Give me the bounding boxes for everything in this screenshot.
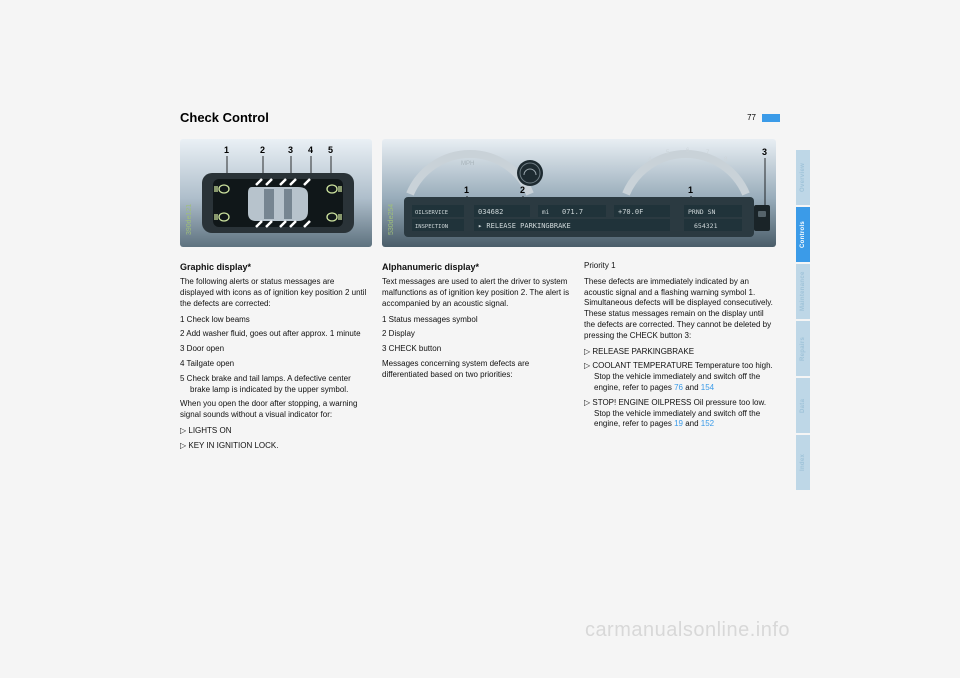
lcd-gear-nums: 654321 <box>694 222 718 230</box>
svg-text:4: 4 <box>308 145 313 155</box>
bullet-item: ▷ LIGHTS ON <box>180 426 370 437</box>
tab-overview[interactable]: Overview <box>796 150 810 205</box>
text-columns: Graphic display* The following alerts or… <box>180 261 780 456</box>
lcd-temp: +70.0F <box>618 208 643 216</box>
list-item: 5 Check brake and tail lamps. A defectiv… <box>180 374 370 396</box>
svg-text:1: 1 <box>224 145 229 155</box>
alphanumeric-display-figure: 530de254 MPH 456 78 1 <box>382 139 776 247</box>
tab-data[interactable]: Data <box>796 378 810 433</box>
list-item: 2 Display <box>382 329 572 340</box>
page-title: Check Control <box>180 110 269 125</box>
images-row: 390de121 1 2 3 4 5 <box>180 139 780 247</box>
title-row: Check Control 77 <box>180 110 780 125</box>
lcd-trip: 071.7 <box>562 208 583 216</box>
subhead-alpha: Alphanumeric display* <box>382 261 572 273</box>
svg-text:5: 5 <box>328 145 333 155</box>
para: When you open the door after stopping, a… <box>180 399 370 421</box>
priority-label: Priority 1 <box>584 261 774 272</box>
subhead-graphic: Graphic display* <box>180 261 370 273</box>
page-number: 77 <box>747 113 756 122</box>
list-item: 3 CHECK button <box>382 344 572 355</box>
side-tabs: Overview Controls Maintenance Repairs Da… <box>796 150 810 490</box>
svg-text:2: 2 <box>260 145 265 155</box>
column-priority: Priority 1 These defects are immediately… <box>584 261 774 456</box>
column-alphanumeric: Alphanumeric display* Text messages are … <box>382 261 572 456</box>
para: Text messages are used to alert the driv… <box>382 277 572 309</box>
tab-index[interactable]: Index <box>796 435 810 490</box>
tab-maintenance[interactable]: Maintenance <box>796 264 810 319</box>
mph-label: MPH <box>461 161 474 167</box>
page-marker <box>762 114 780 122</box>
list-item: 2 Add washer fluid, goes out after appro… <box>180 329 370 340</box>
list-item: 1 Check low beams <box>180 315 370 326</box>
tab-repairs[interactable]: Repairs <box>796 321 810 376</box>
page-content: Check Control 77 390de121 <box>180 110 780 456</box>
para: Messages concerning system defects are d… <box>382 359 572 381</box>
bullet-text: and <box>683 419 701 428</box>
lcd-gear: PRND SN <box>688 208 715 216</box>
lcd-inspection: INSPECTION <box>415 224 448 230</box>
watermark: carmanualsonline.info <box>585 619 790 642</box>
para: These defects are immediately indicated … <box>584 277 774 342</box>
lcd-odometer: 034682 <box>478 208 503 216</box>
svg-text:2: 2 <box>520 185 525 195</box>
lcd-oilservice: OILSERVICE <box>415 210 448 216</box>
page-right: 77 <box>747 113 780 122</box>
svg-text:1: 1 <box>464 185 469 195</box>
page-link[interactable]: 154 <box>701 383 714 392</box>
bullet-text: and <box>683 383 701 392</box>
figure-code: 530de254 <box>388 204 395 235</box>
tab-controls[interactable]: Controls <box>796 207 810 262</box>
svg-text:3: 3 <box>762 147 767 157</box>
column-graphic: Graphic display* The following alerts or… <box>180 261 370 456</box>
bullet-item: ▷ KEY IN IGNITION LOCK. <box>180 441 370 452</box>
lcd-message: ▸ RELEASE PARKINGBRAKE <box>478 222 571 230</box>
list-item: 3 Door open <box>180 344 370 355</box>
bullet-item: ▷ STOP! ENGINE OILPRESS Oil pressure too… <box>584 398 774 430</box>
graphic-display-figure: 390de121 1 2 3 4 5 <box>180 139 372 247</box>
lcd-mi: mi <box>542 209 550 216</box>
svg-text:1: 1 <box>688 185 693 195</box>
page-link[interactable]: 76 <box>674 383 683 392</box>
list-item: 4 Tailgate open <box>180 359 370 370</box>
svg-text:3: 3 <box>288 145 293 155</box>
para: The following alerts or status messages … <box>180 277 370 309</box>
page-link[interactable]: 19 <box>674 419 683 428</box>
figure-code: 390de121 <box>186 204 193 235</box>
list-item: 1 Status messages symbol <box>382 315 572 326</box>
bullet-item: ▷ RELEASE PARKINGBRAKE <box>584 347 774 358</box>
bullet-item: ▷ COOLANT TEMPERATURE Temperature too hi… <box>584 361 774 393</box>
page-link[interactable]: 152 <box>701 419 714 428</box>
